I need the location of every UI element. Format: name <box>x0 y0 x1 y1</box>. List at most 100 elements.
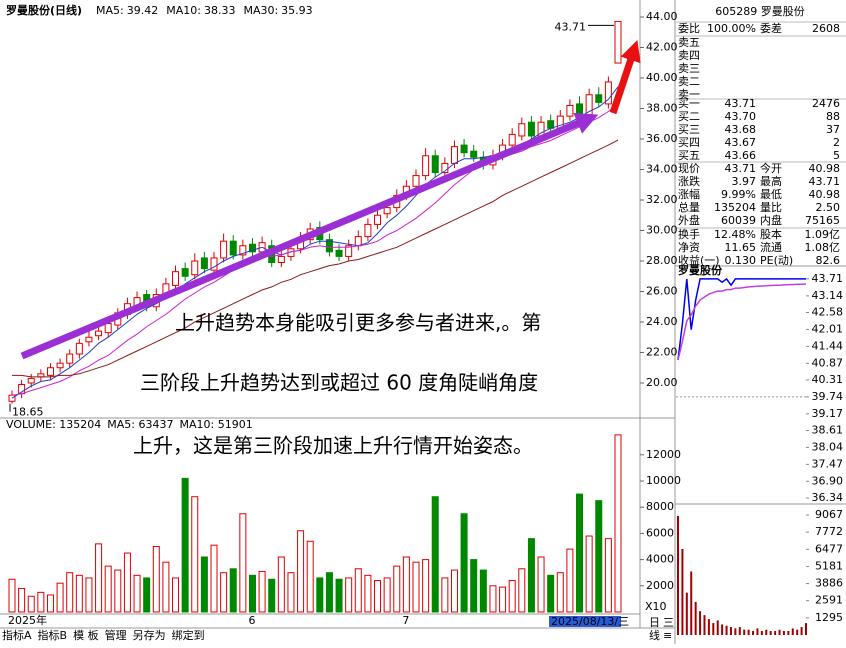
side-tab[interactable]: 三 <box>663 616 674 629</box>
indicator-tab[interactable]: 管理 <box>105 628 127 642</box>
quote-value: 11.65 <box>725 241 757 254</box>
side-tab[interactable]: 线 <box>649 628 660 642</box>
volume-bar <box>162 561 170 613</box>
quote-label: 委差 <box>760 21 782 35</box>
x-tick-label: 7 <box>402 614 409 627</box>
volume-bar <box>345 577 353 613</box>
quote-label: 涨幅 <box>678 188 700 201</box>
quote-volume: 5 <box>833 149 840 162</box>
high-label: 43.71 <box>555 20 587 33</box>
ma-line <box>11 103 619 396</box>
overlay-text: 上升，这是第三阶段加速上升行情开始姿态。 <box>133 434 533 458</box>
legend-value: 38.33 <box>204 4 236 17</box>
y-tick-label: 2591 <box>815 594 843 607</box>
candle-body <box>595 94 603 103</box>
intraday-line <box>677 283 807 361</box>
y-tick-label: 40.00 <box>646 71 678 84</box>
y-tick-label: 7772 <box>815 525 843 538</box>
volume-bar <box>239 513 247 613</box>
candle-body <box>95 330 103 337</box>
volume-bar <box>431 496 439 613</box>
y-tick-label: 1295 <box>815 611 843 624</box>
candle-body <box>172 271 180 286</box>
volume-bar <box>143 577 151 613</box>
volume-bar <box>402 556 410 613</box>
quote-label: 量比 <box>760 201 782 214</box>
candle-body <box>239 245 247 256</box>
quote-label: 内盘 <box>760 213 782 227</box>
volume-bar <box>441 577 449 613</box>
volume-bar <box>422 559 430 613</box>
intraday-volume-bar <box>760 631 763 635</box>
candle-body <box>85 336 93 343</box>
candle-body <box>277 255 285 264</box>
candle-body <box>614 20 622 64</box>
volume-bar <box>258 570 266 613</box>
volume-bar <box>152 545 160 613</box>
quote-label: 流通 <box>760 240 782 254</box>
side-tab[interactable]: 日 <box>649 616 660 629</box>
quote-label: 买一 <box>678 97 700 110</box>
volume-bar <box>518 568 526 613</box>
candle-body <box>518 123 526 137</box>
y-tick-label: 41.44 <box>812 339 844 352</box>
candle-body <box>412 175 420 187</box>
y-tick-label: 22.00 <box>646 345 678 358</box>
y-tick-label: 37.47 <box>812 457 844 470</box>
volume-bar <box>8 578 16 613</box>
y-tick-label: 40.31 <box>812 373 844 386</box>
quote-label: PE(动) <box>760 254 793 267</box>
volume-bar <box>325 572 333 613</box>
quote-label: 买五 <box>678 149 700 162</box>
y-tick-label: 39.17 <box>812 407 844 420</box>
volume-bar <box>297 530 305 613</box>
y-tick-label: 4000 <box>646 553 674 566</box>
side-tab[interactable]: ≡ <box>663 629 672 642</box>
candle-body <box>450 146 458 164</box>
volume-bar <box>37 591 45 613</box>
quote-label: 委比 <box>678 22 700 35</box>
volume-bar <box>508 580 516 613</box>
volume-bar <box>614 434 622 613</box>
volume-bar <box>393 565 401 613</box>
quote-label: 卖四 <box>678 49 700 62</box>
volume-bar <box>383 577 391 613</box>
volume-bar <box>220 572 228 613</box>
volume-bar <box>604 538 612 613</box>
candle-body <box>200 257 208 270</box>
indicator-tab[interactable]: 另存为 <box>133 628 166 642</box>
volume-bar <box>133 574 141 613</box>
quote-value: 2608 <box>812 22 840 35</box>
quote-label: 卖五 <box>678 36 700 49</box>
indicator-tab[interactable]: 绑定到 <box>172 628 205 642</box>
quote-label: 买三 <box>678 123 700 136</box>
volume-bar <box>595 500 603 613</box>
quote-value: 75165 <box>805 214 840 227</box>
volume-bar <box>335 578 343 613</box>
quote-title: 605289 罗曼股份 <box>715 5 805 18</box>
quote-label: 股本 <box>760 227 782 241</box>
quote-volume: 2 <box>833 136 840 149</box>
intraday-volume-bar <box>782 631 785 635</box>
y-tick-label: 44.00 <box>646 10 678 23</box>
indicator-tab[interactable]: 指标B <box>38 628 68 642</box>
y-tick-label: 42.01 <box>812 322 844 335</box>
volume-bar <box>27 595 35 613</box>
indicator-tab[interactable]: 模 板 <box>73 628 99 642</box>
indicator-tab[interactable]: 指标A <box>2 628 32 642</box>
y-tick-label: 6477 <box>815 542 843 555</box>
intraday-volume-bar <box>681 548 684 635</box>
candle-body <box>566 104 574 117</box>
quote-value: 12.48% <box>714 228 756 241</box>
ma-line <box>12 139 619 378</box>
intraday-volume-bar <box>752 631 755 635</box>
candle-body <box>220 240 228 259</box>
low-label: 18.65 <box>12 406 44 419</box>
intraday-volume-bar <box>796 629 799 635</box>
volume-bar <box>489 585 497 613</box>
intraday-volume-bar <box>765 629 768 635</box>
intraday-volume-bar <box>721 624 724 635</box>
